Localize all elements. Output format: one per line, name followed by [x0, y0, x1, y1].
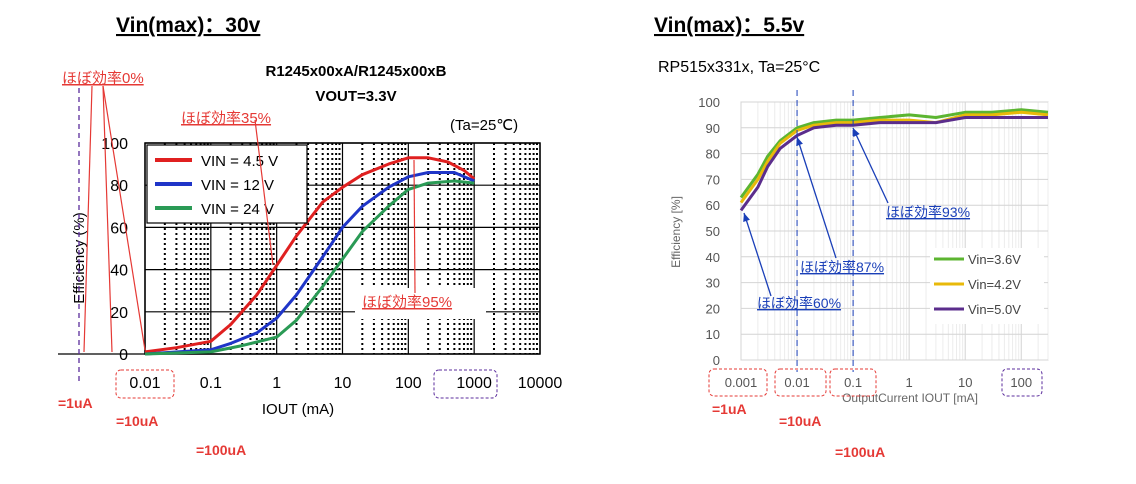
- left-label-1ua: =1uA: [58, 395, 93, 411]
- right-legend-box: [930, 248, 1044, 324]
- left-x-tick-label: 0.1: [200, 375, 222, 392]
- left-heading: Vin(max)：30v: [116, 14, 261, 37]
- right-label-1ua: =1uA: [712, 401, 747, 417]
- left-x-tick-label: 100: [395, 375, 422, 392]
- left-x-tick-label: 10000: [518, 375, 563, 392]
- right-arrow-shaft-3: [743, 212, 772, 297]
- right-y-tick-label: 30: [706, 276, 720, 291]
- right-legend-label-3: Vin=5.0V: [968, 302, 1021, 317]
- left-label-10ua: =10uA: [116, 413, 158, 429]
- left-annotations: ほぼ効率0% ほぼ効率35% ほぼ効率95% =1uA =10uA =100uA: [58, 70, 498, 458]
- left-series-line-3: [144, 179, 475, 356]
- right-y-tick-label: 50: [706, 224, 720, 239]
- right-efficiency-chart: RP515x331x, Ta=25°C 0.001 0.01 0.1 1 10 100 0 1…: [658, 59, 1049, 460]
- left-callout-95-background: [355, 288, 486, 319]
- left-x-tick-label: 10: [334, 375, 352, 392]
- left-x-axis-label: IOUT (mA): [262, 401, 334, 418]
- right-legend-label-2: Vin=4.2V: [968, 277, 1021, 292]
- right-x-tick-label: 0.01: [784, 375, 809, 390]
- left-efficiency-chart: R1245x00xA/R1245x00xB VOUT=3.3V (Ta=25℃)…: [58, 63, 562, 458]
- right-arrow-head-3: [743, 213, 750, 222]
- right-x-axis-label: OutputCurrent IOUT [mA]: [842, 391, 978, 405]
- left-0.01-highlight-box: [115, 369, 175, 399]
- left-red-pointer-3: [102, 85, 113, 353]
- right-x-tick-label: 0.001: [725, 375, 758, 390]
- right-arrow-shaft-2: [796, 136, 837, 259]
- right-heading: Vin(max)：5.5v: [654, 14, 804, 37]
- left-1000-highlight-box: [433, 369, 498, 399]
- right-arrow-shaft-1: [852, 127, 889, 204]
- right-y-tick-label: 80: [706, 147, 720, 162]
- left-red-pointer-4: [254, 119, 274, 266]
- right-chart-title: RP515x331x, Ta=25°C: [658, 59, 820, 76]
- left-callout-35-percent: ほぼ効率35%: [181, 110, 271, 127]
- right-y-tick-label: 10: [706, 327, 720, 342]
- left-axis-ticks: 0.010.1110100100010000020406080100: [101, 136, 562, 392]
- right-y-tick-label: 20: [706, 301, 720, 316]
- left-y-axis-label: Efficiency (%): [71, 212, 88, 303]
- left-x-tick-label: 0.01: [129, 375, 160, 392]
- left-y-tick-label: 20: [110, 305, 128, 322]
- right-y-tick-label: 0: [713, 353, 720, 368]
- right-legend-label-1: Vin=3.6V: [968, 252, 1021, 267]
- left-chart-title: R1245x00xA/R1245x00xB: [266, 63, 447, 80]
- right-0.1-highlight-box: [829, 368, 877, 397]
- left-y-tick-label: 40: [110, 263, 128, 280]
- right-100-highlight-box: [1001, 368, 1043, 397]
- left-label-100ua: =100uA: [196, 442, 246, 458]
- right-arrow-head-2: [796, 137, 803, 146]
- left-chart-subtitle: VOUT=3.3V: [315, 88, 396, 105]
- left-callout-95-percent: ほぼ効率95%: [362, 294, 452, 311]
- right-label-100ua: =100uA: [835, 444, 885, 460]
- right-callout-93-percent: ほぼ効率93%: [886, 204, 970, 220]
- left-callout-0-percent: ほぼ効率0%: [62, 70, 144, 87]
- right-arrow-head-1: [853, 128, 860, 137]
- left-red-pointer-5: [413, 159, 416, 294]
- left-x-tick-label: 1000: [456, 375, 492, 392]
- left-x-tick-label: 1: [272, 375, 281, 392]
- left-y-tick-label: 60: [110, 220, 128, 237]
- left-y-tick-label: 100: [101, 136, 128, 153]
- right-y-axis-label: Efficiency [%]: [669, 196, 683, 268]
- right-y-tick-label: 90: [706, 121, 720, 136]
- right-x-tick-label: 1: [906, 375, 913, 390]
- left-y-tick-label: 0: [119, 347, 128, 364]
- left-series-line-2: [144, 171, 475, 356]
- right-x-tick-label: 100: [1010, 375, 1032, 390]
- left-red-pointer-1: [83, 85, 93, 353]
- right-callout-87-percent: ほぼ効率87%: [800, 259, 884, 275]
- right-x-tick-label: 10: [958, 375, 972, 390]
- right-annotations: ほぼ効率93% ほぼ効率87% ほぼ効率60% =1uA =10uA =100uA: [708, 90, 1043, 460]
- left-legend-label-2: VIN = 12 V: [201, 177, 274, 194]
- left-legend-label-3: VIN = 24 V: [201, 201, 274, 218]
- left-red-pointer-2: [102, 85, 146, 351]
- left-series-lines: [144, 156, 476, 356]
- right-axis-ticks: 0.001 0.01 0.1 1 10 100 0 10 20 30 40 50 60 70 80 90 100: [698, 95, 1032, 390]
- right-label-10ua: =10uA: [779, 413, 821, 429]
- right-x-tick-label: 0.1: [844, 375, 862, 390]
- right-y-tick-label: 100: [698, 95, 720, 110]
- right-y-tick-label: 60: [706, 198, 720, 213]
- right-callout-60-percent: ほぼ効率60%: [757, 295, 841, 311]
- left-chart-condition: (Ta=25℃): [450, 117, 518, 134]
- right-legend: Vin=3.6V Vin=4.2V Vin=5.0V: [930, 248, 1044, 324]
- right-y-tick-label: 70: [706, 172, 720, 187]
- left-legend: VIN = 4.5 V VIN = 12 V VIN = 24 V: [146, 144, 308, 224]
- left-legend-label-1: VIN = 4.5 V: [201, 153, 278, 170]
- left-series-line-1: [144, 156, 476, 354]
- right-y-tick-label: 40: [706, 250, 720, 265]
- right-0.01-highlight-box: [774, 368, 827, 397]
